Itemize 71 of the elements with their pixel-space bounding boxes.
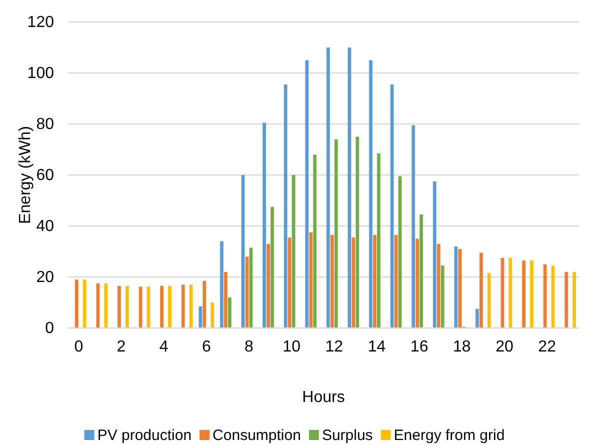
bar xyxy=(572,272,576,328)
x-tick-label: 0 xyxy=(74,338,84,356)
x-tick-label: 6 xyxy=(202,338,211,356)
bar xyxy=(564,272,568,328)
y-axis-title: Energy (kWh) xyxy=(17,126,34,224)
bar xyxy=(373,234,376,328)
bar xyxy=(210,302,214,328)
y-tick-label: 120 xyxy=(27,14,54,32)
bar xyxy=(126,286,129,328)
bar xyxy=(220,241,224,328)
x-tick-label: 16 xyxy=(410,338,428,356)
bar xyxy=(480,252,483,328)
bar xyxy=(356,136,360,328)
x-axis-title: Hours xyxy=(302,389,345,406)
bar xyxy=(74,280,78,328)
bar xyxy=(326,48,330,328)
bar xyxy=(198,306,202,328)
x-tick-label: 12 xyxy=(325,338,344,356)
bar xyxy=(202,280,206,328)
bar xyxy=(305,60,309,328)
bar xyxy=(476,308,479,328)
x-tick-label: 18 xyxy=(452,338,471,356)
legend-label: Consumption xyxy=(212,427,301,444)
y-tick-label: 40 xyxy=(36,218,54,236)
x-tick-label: 14 xyxy=(368,338,386,356)
bar xyxy=(436,244,440,328)
x-tick-label: 8 xyxy=(244,338,254,356)
bar xyxy=(262,122,266,328)
bar xyxy=(420,214,423,328)
x-tick-label: 20 xyxy=(496,338,514,356)
bar xyxy=(181,284,185,328)
bar xyxy=(288,237,292,328)
bar xyxy=(284,84,288,328)
bar xyxy=(266,244,270,328)
x-tick-label: 22 xyxy=(538,338,556,356)
bar xyxy=(369,60,372,328)
bar xyxy=(377,153,380,328)
y-tick-label: 20 xyxy=(36,269,54,286)
bar xyxy=(416,238,420,328)
bar xyxy=(330,234,334,328)
legend-label: PV production xyxy=(97,427,192,444)
bar xyxy=(543,264,547,328)
bar xyxy=(454,246,458,328)
bar xyxy=(530,260,534,328)
bar xyxy=(82,280,86,328)
bar xyxy=(160,286,164,328)
x-tick-label: 2 xyxy=(116,338,126,356)
bar xyxy=(224,272,228,328)
y-tick-label: 80 xyxy=(36,116,54,134)
bar xyxy=(313,154,317,328)
x-tick-label: 4 xyxy=(159,338,168,356)
bar xyxy=(522,260,526,328)
bar xyxy=(118,286,121,328)
bar xyxy=(189,284,193,328)
bar xyxy=(228,297,232,328)
bar xyxy=(432,181,436,328)
bar xyxy=(168,286,172,328)
bar xyxy=(270,206,274,328)
bar xyxy=(440,266,444,328)
bar xyxy=(412,125,416,328)
x-tick-label: 10 xyxy=(282,338,301,356)
legend-label: Energy from grid xyxy=(394,427,505,444)
bar xyxy=(104,283,108,328)
bar xyxy=(309,232,313,328)
y-tick-label: 60 xyxy=(36,167,54,184)
bar xyxy=(334,139,338,328)
y-tick-label: 100 xyxy=(27,65,54,82)
bar xyxy=(487,273,491,328)
y-tick-label: 0 xyxy=(45,320,54,338)
legend-label: Surplus xyxy=(322,427,373,444)
bar xyxy=(458,248,462,328)
